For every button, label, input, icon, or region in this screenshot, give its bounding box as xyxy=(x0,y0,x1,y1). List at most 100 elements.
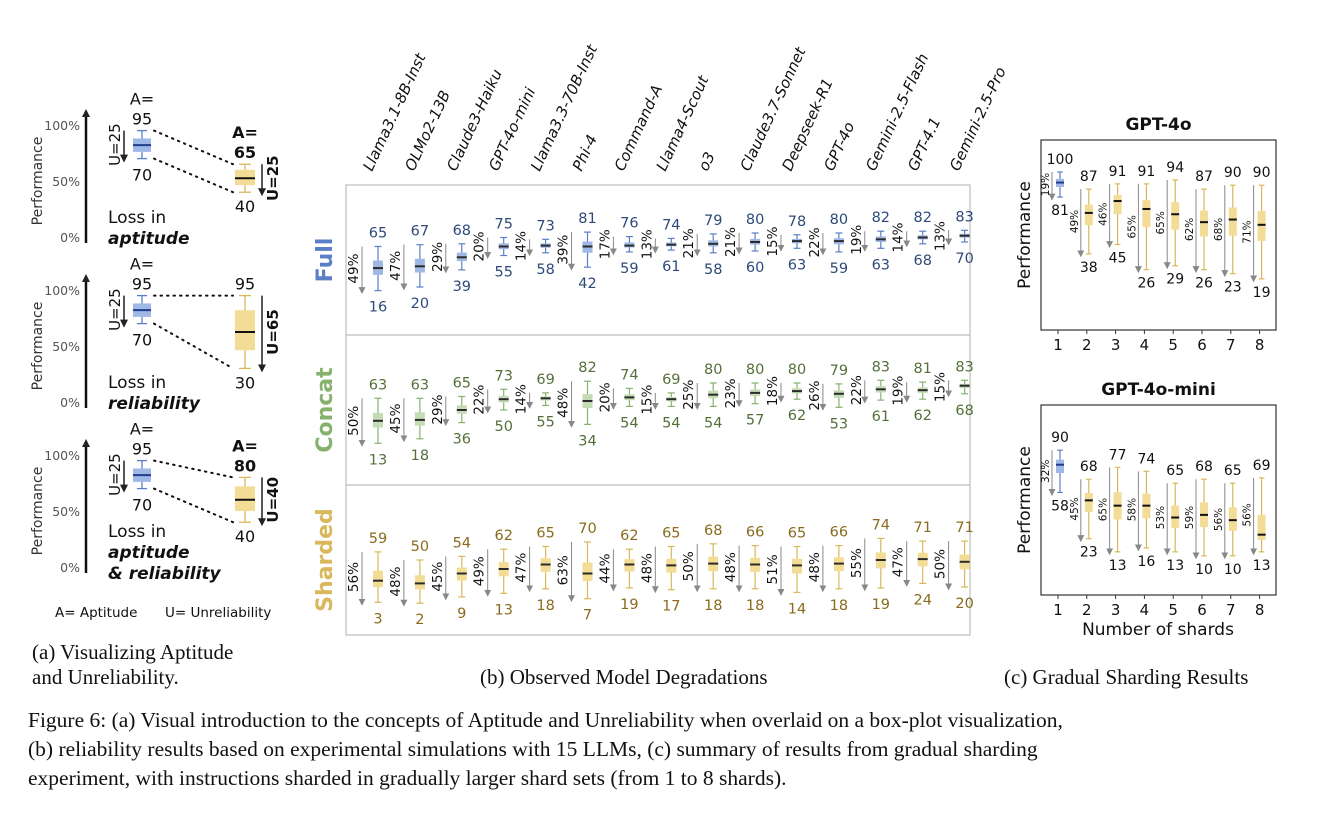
model-label: Gemini-2.5-Pro xyxy=(946,64,1010,173)
aptitude-value-label: 79 xyxy=(830,363,848,379)
aptitude-value-label: 68 xyxy=(453,223,471,239)
low-value-label: 55 xyxy=(494,265,512,281)
unreliability-label: 47% xyxy=(891,547,907,577)
aptitude-value-label: 90 xyxy=(1051,430,1069,446)
unreliability-label: 20% xyxy=(597,382,613,412)
unreliability-label: 71% xyxy=(1242,220,1254,243)
unreliability-value: U=65 xyxy=(264,309,282,355)
low-value-label: 39 xyxy=(453,279,471,295)
shard-1-box xyxy=(1056,449,1064,494)
unreliability-label: 50% xyxy=(346,406,362,436)
panel-b-full-box xyxy=(373,245,383,292)
shard-7-box xyxy=(1228,184,1237,275)
unreliability-label: 62% xyxy=(1184,218,1196,241)
aptitude-value-label: 83 xyxy=(872,359,890,375)
shard-4-iqr xyxy=(1142,200,1151,228)
unreliability-label: 49% xyxy=(1069,210,1081,233)
unreliability-label: 48% xyxy=(388,566,404,596)
unreliability-label: 56% xyxy=(1213,508,1225,531)
x-tick-label: 5 xyxy=(1168,336,1178,354)
loss-label: Loss in xyxy=(108,373,166,393)
aptitude-value-label: 65 xyxy=(662,526,680,542)
unreliability-label: 23% xyxy=(723,378,739,408)
x-tick-label: 4 xyxy=(1140,601,1150,619)
panel-b-caption: (b) Observed Model Degradations xyxy=(480,665,768,689)
y-axis-label: Performance xyxy=(30,137,46,226)
panel-a-caption-line2: and Unreliability. xyxy=(32,665,179,689)
panel-b-full-box xyxy=(750,232,761,252)
unreliability-label: 48% xyxy=(556,388,572,418)
panel-b-sharded-iqr xyxy=(582,562,593,582)
unreliability-label: 53% xyxy=(1155,506,1167,529)
aptitude-value-label: 87 xyxy=(1195,169,1213,185)
figure-caption-line: experiment, with instructions sharded in… xyxy=(28,766,787,790)
low-value-label: 13 xyxy=(1253,558,1271,574)
low-value-label: 20 xyxy=(955,596,973,612)
panel-b-concat-box xyxy=(959,379,970,395)
panel-b-concat-box xyxy=(875,379,886,401)
unreliability-label: 48% xyxy=(639,553,655,583)
aptitude-value-label: 62 xyxy=(494,528,512,544)
low-value-label: 61 xyxy=(872,409,890,425)
aptitude-value-label: 74 xyxy=(1137,451,1155,467)
unreliability-label: 25% xyxy=(681,380,697,410)
panel-b-concat-box xyxy=(708,382,719,407)
unreliability-label: 32% xyxy=(1040,460,1052,483)
panel-b-sharded-box xyxy=(833,544,844,590)
unreliability-label: 51% xyxy=(765,554,781,584)
panel-b-full-box xyxy=(792,234,802,249)
panel-b-sharded-box xyxy=(750,544,761,590)
low-value-label: 19 xyxy=(620,597,638,613)
model-label: Phi-4 xyxy=(569,132,601,174)
low-value-label: 13 xyxy=(369,452,387,468)
low-value: 70 xyxy=(132,166,152,185)
shard-5-box xyxy=(1171,482,1180,553)
unreliability-label: 18% xyxy=(765,376,781,406)
panel-b-full-box xyxy=(624,236,635,253)
unreliability-label: 39% xyxy=(556,234,572,264)
panel-b-sharded-box xyxy=(875,537,886,589)
aptitude-value-label: 65 xyxy=(1166,463,1184,479)
low-value-label: 16 xyxy=(1137,554,1155,570)
figure-caption: Figure 6: (a) Visual introduction to the… xyxy=(28,706,1318,793)
panel-b-sharded-box xyxy=(498,548,509,594)
unreliability-value: U=25 xyxy=(106,453,124,496)
unreliability-label: 14% xyxy=(891,222,907,252)
tick-label: 0% xyxy=(60,230,80,245)
shard-5-iqr xyxy=(1171,202,1180,230)
series-label: Full xyxy=(313,238,338,283)
low-value-label: 61 xyxy=(662,259,680,275)
low-value: 70 xyxy=(132,496,152,515)
aptitude-a-label: A= xyxy=(130,420,154,439)
series-label: Concat xyxy=(313,367,338,453)
panel-a-row: 100%50%0%PerformanceA=9570U=25A=8040U=40… xyxy=(30,420,282,584)
tick-label: 100% xyxy=(44,283,80,298)
unreliability-label: 15% xyxy=(933,372,949,402)
legend-aptitude: A= Aptitude xyxy=(55,605,137,621)
aptitude-value: 65 xyxy=(234,143,256,162)
aptitude-a-label: A= xyxy=(130,90,154,109)
unreliability-label: 19% xyxy=(849,225,865,255)
panel-c-gpt-4o-chart: GPT-4oPerformance11008119%2873849%391454… xyxy=(1015,115,1277,354)
low-value-label: 70 xyxy=(955,251,973,267)
unreliability-label: 47% xyxy=(388,251,404,281)
panel-b-model-degradation-chart: Llama3.1-8B-InstOLMo2-13BClaude3-HaikuGP… xyxy=(313,41,1010,636)
aptitude-value-label: 62 xyxy=(620,528,638,544)
y-axis-label: Performance xyxy=(30,302,46,391)
panel-b-full-box xyxy=(414,244,425,288)
panel-b-sharded-box xyxy=(414,559,425,604)
aptitude-value-label: 63 xyxy=(369,377,387,393)
aptitude-value-label: 80 xyxy=(746,212,764,228)
tick-label: 100% xyxy=(44,448,80,463)
shard-1-box xyxy=(1056,171,1064,198)
aptitude-value-label: 65 xyxy=(369,226,387,242)
panel-b-full-box xyxy=(708,233,719,254)
x-tick-label: 7 xyxy=(1226,336,1236,354)
unreliability-label: 29% xyxy=(430,242,446,272)
low-value-label: 18 xyxy=(411,448,429,464)
aptitude-value-label: 90 xyxy=(1224,165,1242,181)
aptitude-value-label: 67 xyxy=(411,224,429,240)
panel-b-concat-box xyxy=(373,397,383,444)
unreliability-label: 49% xyxy=(472,556,488,586)
